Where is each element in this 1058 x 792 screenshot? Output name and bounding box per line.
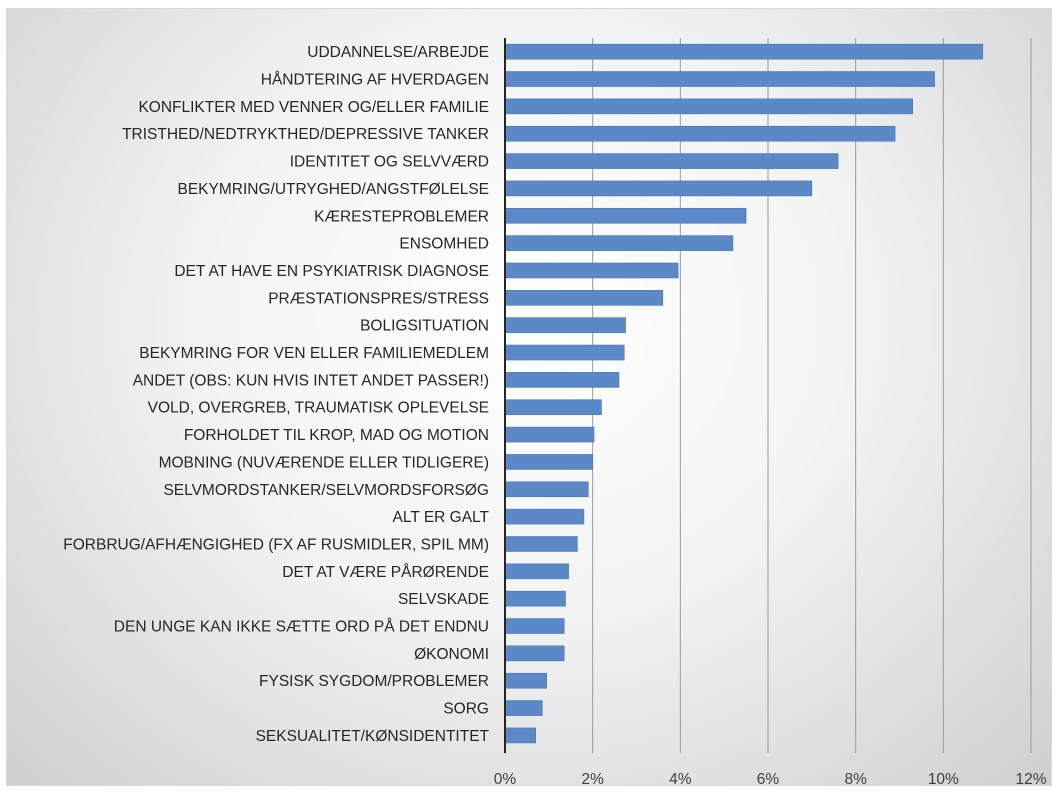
bar <box>504 508 585 525</box>
category-label: VOLD, OVERGREB, TRAUMATISK OPLEVELSE <box>148 400 489 417</box>
bar <box>504 235 734 251</box>
bar <box>504 372 620 388</box>
bar <box>504 481 589 498</box>
bar <box>504 71 935 87</box>
category-label: FYSISK SYGDOM/PROBLEMER <box>259 673 489 690</box>
bar <box>504 426 595 443</box>
category-label: IDENTITET OG SELVVÆRD <box>290 154 489 171</box>
x-tick-labels: 0% 2% 4% 6% 8% 10% 12% <box>494 771 1047 787</box>
category-label: KÆRESTEPROBLEMER <box>314 208 489 225</box>
x-tick-label: 4% <box>669 771 692 787</box>
bar <box>504 43 984 60</box>
x-tick-label: 0% <box>494 771 517 787</box>
category-label: BEKYMRING/UTRYGHED/ANGSTFØLELSE <box>178 181 490 198</box>
category-label: DEN UNGE KAN IKKE SÆTTE ORD PÅ DET ENDNU <box>114 619 489 636</box>
category-label: DET AT HAVE EN PSYKIATRISK DIAGNOSE <box>174 263 489 280</box>
x-tick-label: 8% <box>844 771 867 787</box>
category-labels: UDDANNELSE/ARBEJDE HÅNDTERING AF HVERDAGE… <box>63 44 489 745</box>
bar <box>504 125 896 142</box>
x-tick-label: 2% <box>581 771 604 787</box>
category-label: FORHOLDET TIL KROP, MAD OG MOTION <box>184 427 489 444</box>
category-label: SORG <box>443 701 489 718</box>
category-label: ØKONOMI <box>414 646 489 663</box>
bar <box>504 590 566 607</box>
category-label: UDDANNELSE/ARBEJDE <box>307 44 489 61</box>
category-label: ALT ER GALT <box>393 509 490 526</box>
x-tick-label: 6% <box>757 771 780 787</box>
bar <box>504 645 565 662</box>
gridlines <box>592 38 1032 754</box>
category-label: BEKYMRING FOR VEN ELLER FAMILIEMEDLEM <box>139 345 489 362</box>
bar <box>504 563 569 580</box>
bar <box>504 317 626 333</box>
bar <box>504 153 839 169</box>
bar <box>504 98 913 115</box>
category-label: FORBRUG/AFHÆNGIGHED (FX AF RUSMIDLER, SP… <box>63 536 489 553</box>
category-label: TRISTHED/NEDTRYKTHED/DEPRESSIVE TANKER <box>122 126 489 143</box>
horizontal-bar-chart: UDDANNELSE/ARBEJDE HÅNDTERING AF HVERDAGE… <box>63 38 1047 787</box>
x-tick-label: 12% <box>1015 771 1046 787</box>
bar <box>504 672 547 689</box>
bar <box>504 700 543 716</box>
category-label: SELVMORDSTANKER/SELVMORDSFORSØG <box>163 482 489 499</box>
category-label: ANDET (OBS: KUN HVIS INTET ANDET PASSER!… <box>133 372 489 389</box>
category-label: SELVSKADE <box>398 591 489 608</box>
bar <box>504 727 536 744</box>
category-label: PRÆSTATIONSPRES/STRESS <box>268 290 489 307</box>
category-label: ENSOMHED <box>399 236 489 253</box>
bar <box>504 399 602 416</box>
bar <box>504 290 664 306</box>
chart-frame: UDDANNELSE/ARBEJDE HÅNDTERING AF HVERDAGE… <box>6 8 1052 787</box>
category-label: SEKSUALITET/KØNSIDENTITET <box>256 728 490 745</box>
category-label: MOBNING (NUVÆRENDE ELLER TIDLIGERE) <box>159 454 489 471</box>
category-label: KONFLIKTER MED VENNER OG/ELLER FAMILIE <box>138 99 489 116</box>
x-tick-label: 10% <box>928 771 959 787</box>
bar <box>504 454 593 470</box>
bars <box>504 43 984 744</box>
category-label: HÅNDTERING AF HVERDAGEN <box>261 72 489 89</box>
bar <box>504 262 679 279</box>
bar <box>504 344 625 361</box>
category-label: DET AT VÆRE PÅRØRENDE <box>282 564 489 581</box>
bar <box>504 207 747 224</box>
bar <box>504 618 565 634</box>
bar <box>504 180 813 197</box>
category-label: BOLIGSITUATION <box>360 318 489 335</box>
bar <box>504 536 578 552</box>
